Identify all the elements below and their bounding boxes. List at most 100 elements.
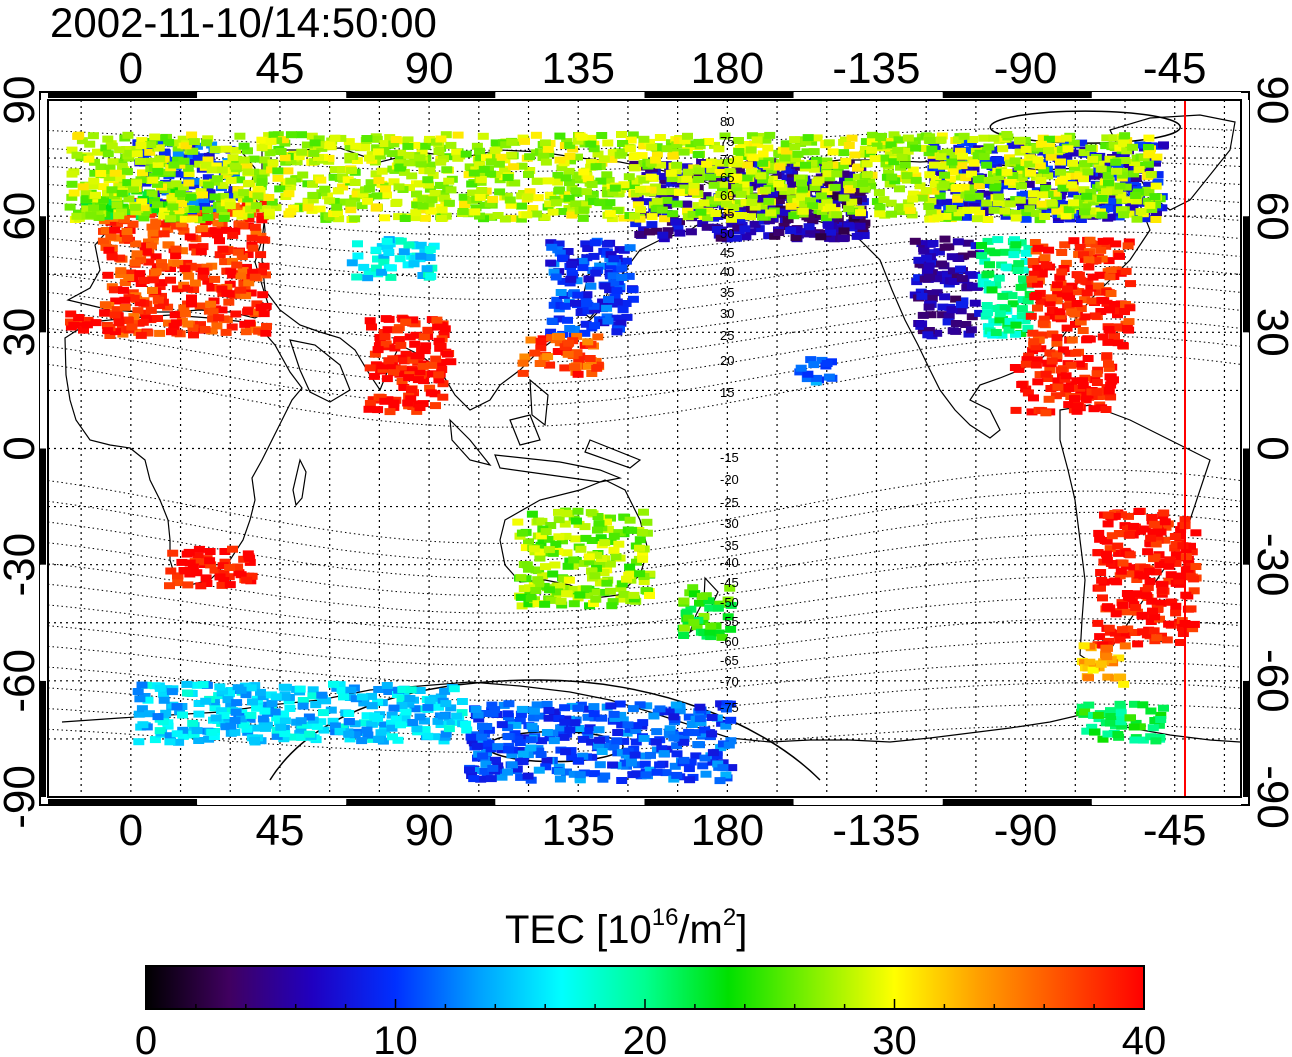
tec-cell [187, 215, 198, 223]
tec-cell [611, 287, 623, 295]
tec-cell [130, 240, 142, 248]
tec-cell [706, 165, 718, 173]
tec-cell [776, 184, 788, 192]
tec-cell [896, 154, 908, 161]
tec-cell [349, 720, 361, 728]
tec-cell [1155, 711, 1167, 719]
tec-cell [129, 259, 141, 267]
tec-cell [489, 147, 501, 155]
tec-cell [221, 289, 233, 297]
tec-cell [683, 728, 695, 736]
tec-cell [1190, 529, 1202, 537]
tec-cell [542, 353, 554, 361]
tec-cell [1157, 581, 1169, 589]
tec-cell [573, 356, 585, 364]
tec-cell [574, 591, 586, 599]
tec-cell [696, 592, 708, 600]
tec-cell [174, 707, 186, 715]
tec-cell [843, 186, 855, 194]
tec-cell [671, 141, 683, 149]
tec-cell [1114, 252, 1125, 260]
tec-cell [573, 725, 585, 732]
tec-cell [585, 194, 596, 202]
tec-cell [1151, 142, 1163, 150]
tec-cell [824, 234, 836, 242]
tec-cell [457, 208, 469, 215]
tec-cell [1091, 379, 1103, 386]
tec-cell [564, 179, 575, 186]
tec-cell [1119, 522, 1131, 530]
tec-cell [601, 304, 613, 312]
tec-cell [100, 144, 112, 152]
tec-cell [307, 191, 319, 199]
tec-cell [424, 384, 436, 392]
tec-cell [594, 262, 606, 270]
tec-cell [136, 137, 148, 145]
tec-cell [408, 367, 420, 375]
tec-cell [1026, 275, 1038, 283]
tec-cell [615, 319, 627, 327]
tec-cell [966, 282, 978, 290]
tec-cell [417, 362, 429, 370]
tec-cell [831, 170, 843, 178]
tec-cell [113, 212, 125, 220]
tec-cell [874, 210, 886, 218]
tec-cell [229, 728, 241, 736]
tec-cell [746, 193, 758, 201]
tec-cell [1133, 166, 1145, 174]
tec-cell [627, 295, 639, 303]
tec-cell [683, 713, 695, 721]
tec-cell [443, 177, 455, 185]
tec-cell [1150, 568, 1162, 576]
tec-cell [700, 192, 712, 200]
tec-cell [1153, 721, 1165, 729]
tec-cell [739, 225, 751, 233]
tec-cell [859, 150, 870, 158]
tec-cell [1104, 213, 1116, 221]
tec-cell [323, 154, 335, 162]
tec-cell [1016, 182, 1027, 190]
tec-cell [477, 132, 489, 140]
tec-cell [230, 310, 242, 318]
tec-cell [490, 139, 502, 147]
tec-cell [1112, 311, 1123, 319]
tec-cell [1051, 297, 1063, 305]
tec-cell [356, 737, 368, 745]
tec-cell [395, 149, 407, 157]
tec-cell [580, 534, 592, 542]
tec-cell [207, 308, 219, 316]
tec-cell [317, 709, 329, 717]
tec-cell [1104, 273, 1116, 281]
tec-cell [162, 303, 174, 311]
tec-cell [724, 168, 736, 176]
tec-cell [158, 212, 170, 220]
tec-cell [568, 585, 580, 593]
tec-cell [188, 138, 200, 146]
tec-cell [421, 265, 433, 273]
tec-cell [194, 216, 206, 224]
tec-cell [869, 155, 881, 163]
tec-cell [374, 152, 386, 160]
contour-line [48, 724, 1241, 753]
tec-cell [577, 752, 589, 760]
tec-cell [1180, 546, 1192, 554]
tec-cell [372, 346, 384, 354]
tec-cell [222, 696, 234, 704]
tec-cell [242, 251, 254, 258]
tec-cell [1006, 292, 1018, 300]
tec-cell [278, 710, 290, 718]
tec-cell [336, 686, 348, 694]
tec-cell [425, 272, 437, 280]
tec-cell [666, 188, 678, 196]
tec-cell [123, 274, 135, 282]
tec-cell [167, 549, 179, 557]
tec-cell [1080, 396, 1092, 404]
tec-cell [632, 194, 644, 202]
tec-cell [1064, 349, 1076, 357]
tec-cell [651, 197, 663, 205]
tec-cell [200, 218, 212, 226]
tec-cell [110, 297, 122, 305]
tec-cell [394, 164, 406, 172]
tec-cell [710, 210, 722, 217]
tec-cell [1132, 640, 1144, 648]
